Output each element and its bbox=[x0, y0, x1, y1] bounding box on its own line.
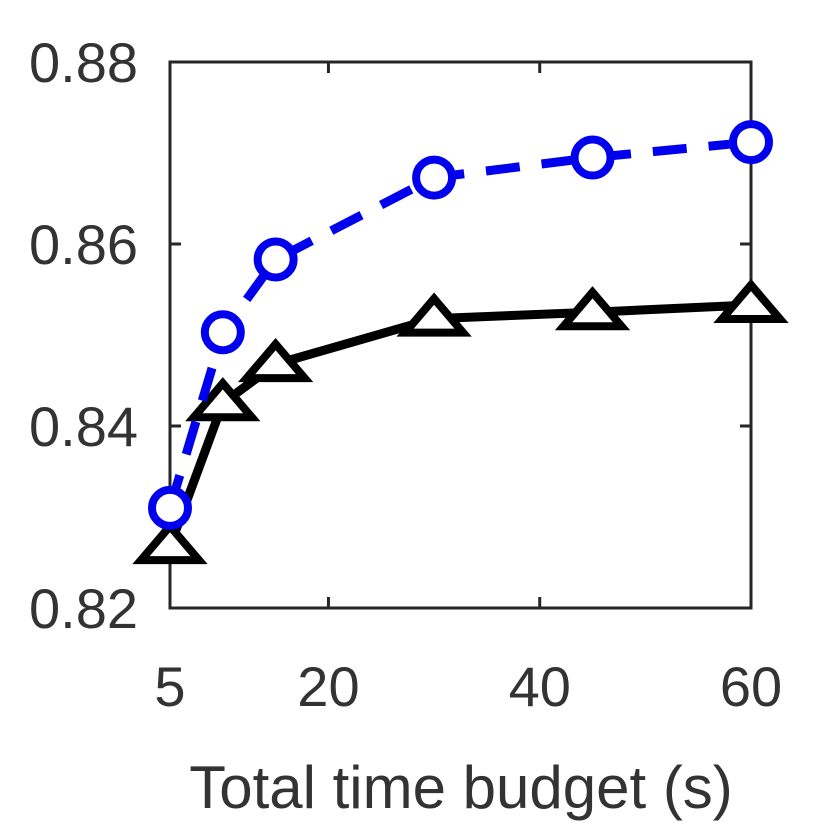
data-point-circle bbox=[200, 310, 245, 355]
series-circle-line bbox=[165, 137, 752, 510]
x-tick-label: 20 bbox=[297, 655, 359, 718]
data-point-triangle bbox=[237, 337, 314, 383]
x-axis-title: Total time budget (s) bbox=[189, 754, 733, 821]
data-point-circle bbox=[412, 155, 457, 200]
data-point-triangle bbox=[185, 377, 261, 422]
x-tick-label: 5 bbox=[154, 655, 185, 718]
data-point-circle bbox=[148, 485, 192, 530]
y-tick-label: 0.82 bbox=[29, 577, 138, 640]
x-tick-label: 60 bbox=[720, 655, 782, 718]
tick-labels: 5 20 40 60 0.82 0.84 0.86 0.88 bbox=[29, 31, 782, 718]
axis-ticks bbox=[168, 60, 753, 610]
y-tick-label: 0.88 bbox=[29, 31, 138, 94]
data-point-circle bbox=[729, 120, 773, 165]
data-point-triangle bbox=[132, 519, 208, 565]
series-triangle-line bbox=[165, 300, 752, 548]
data-point-circle bbox=[253, 237, 298, 282]
data-point-triangle bbox=[713, 278, 789, 323]
y-tick-label: 0.86 bbox=[29, 213, 138, 276]
series-layer bbox=[132, 120, 789, 565]
data-point-triangle bbox=[396, 292, 472, 337]
y-tick-label: 0.84 bbox=[29, 395, 138, 458]
data-point-triangle bbox=[554, 286, 631, 331]
data-point-circle bbox=[570, 135, 615, 180]
x-tick-label: 40 bbox=[509, 655, 571, 718]
